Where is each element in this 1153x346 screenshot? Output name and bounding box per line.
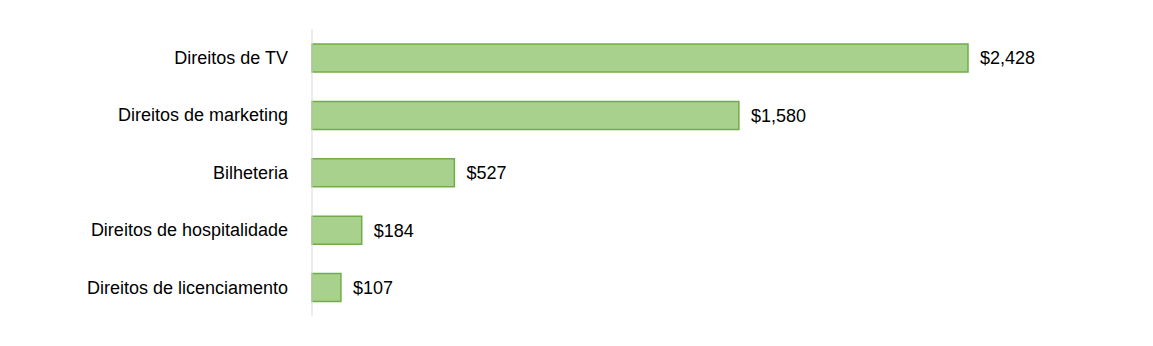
svg-text:$1,580: $1,580 <box>751 106 806 126</box>
svg-text:Direitos de licenciamento: Direitos de licenciamento <box>87 278 288 298</box>
svg-text:$2,428: $2,428 <box>980 48 1035 68</box>
svg-text:Direitos de TV: Direitos de TV <box>174 48 288 68</box>
svg-text:$527: $527 <box>466 163 506 183</box>
svg-text:$184: $184 <box>374 221 414 241</box>
svg-text:Direitos de hospitalidade: Direitos de hospitalidade <box>91 220 288 240</box>
svg-text:$107: $107 <box>353 278 393 298</box>
svg-text:Bilheteria: Bilheteria <box>213 163 289 183</box>
svg-text:Direitos de marketing: Direitos de marketing <box>118 105 288 125</box>
